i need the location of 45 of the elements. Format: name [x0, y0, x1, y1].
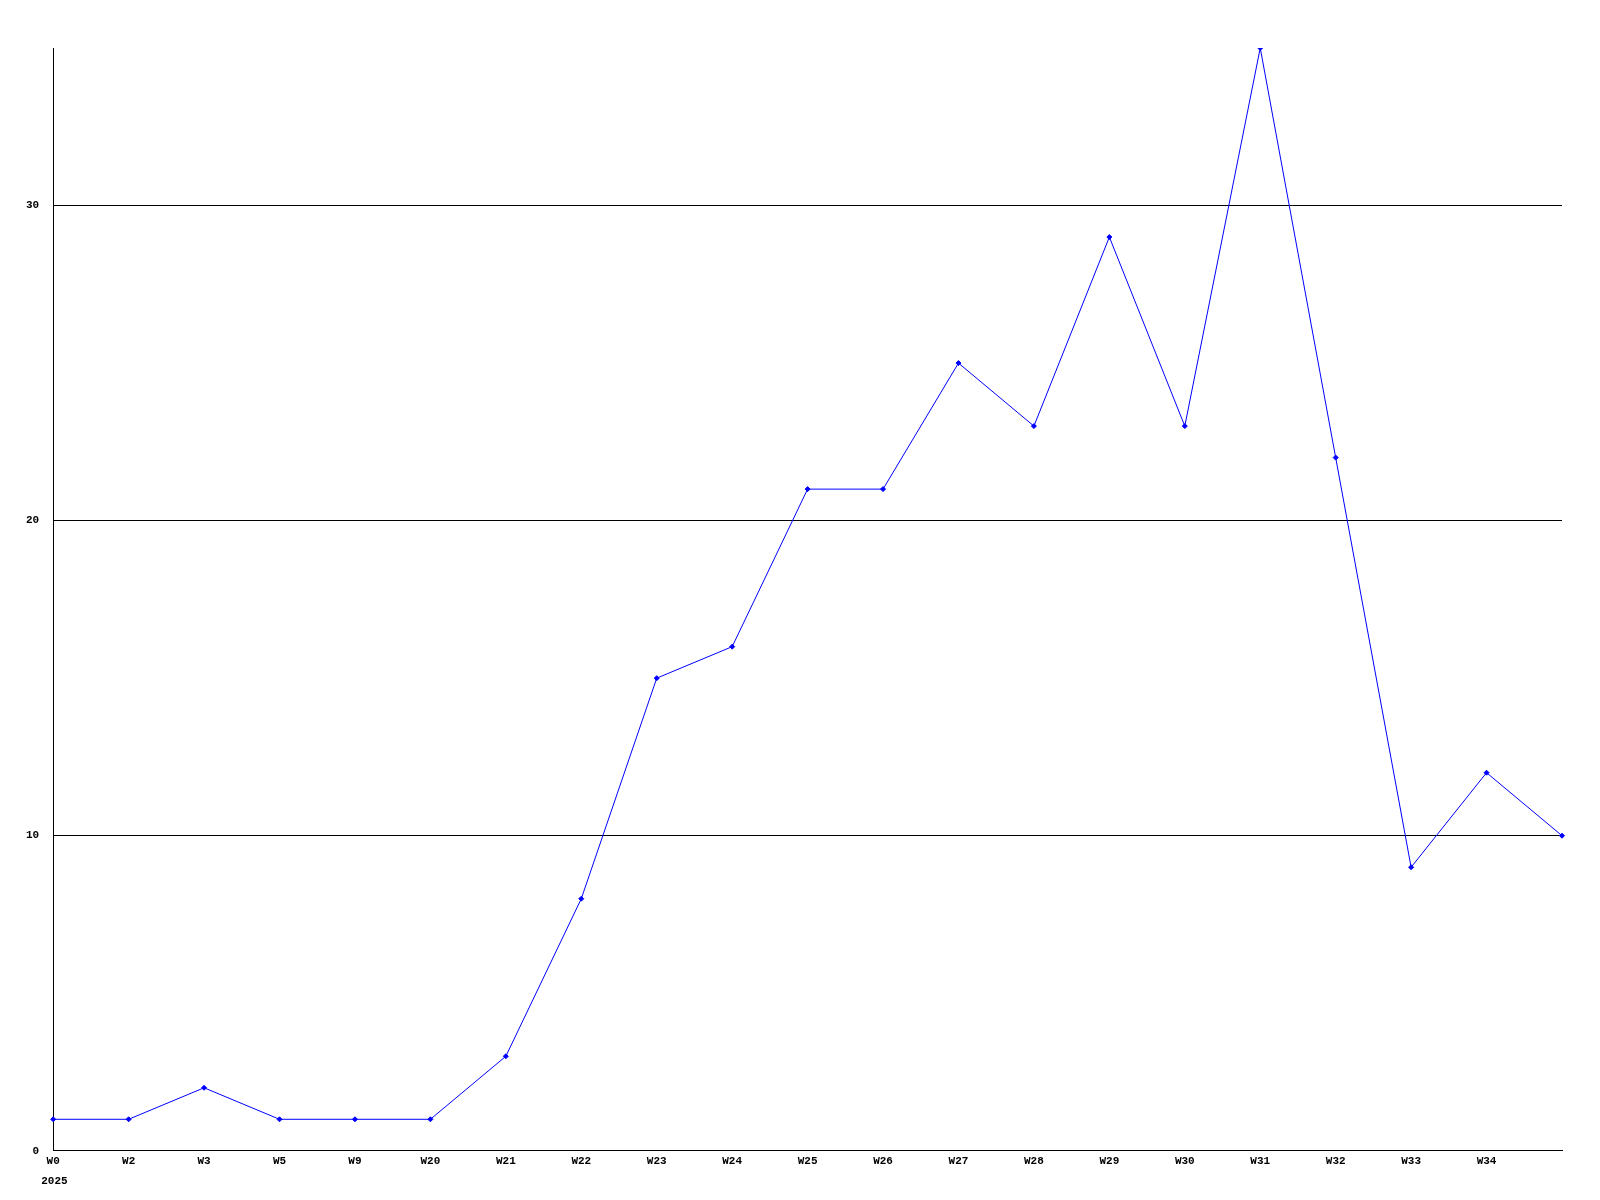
point: [1030, 423, 1037, 430]
x-tick-label: W27: [948, 1155, 969, 1168]
x-tick-label: W31: [1250, 1155, 1271, 1168]
x-tick-label: W26: [873, 1155, 893, 1168]
x-tick-label: W28: [1024, 1155, 1045, 1168]
x-tick-label: W2: [122, 1155, 136, 1168]
text: 2025: [41, 1175, 69, 1188]
x-tick-label: W34: [1476, 1155, 1497, 1168]
point: [1181, 423, 1188, 430]
point: [276, 1116, 283, 1123]
y-tick-label: 20: [26, 514, 40, 527]
point: [351, 1116, 358, 1123]
x-tick-label: W32: [1325, 1155, 1346, 1168]
point: [804, 486, 811, 493]
x-tick-label: W33: [1401, 1155, 1422, 1168]
point: [502, 1053, 509, 1060]
x-tick-label: W22: [571, 1155, 592, 1168]
x-tick-label: W25: [797, 1155, 818, 1168]
point: [578, 895, 585, 902]
x-tick-label: W0: [46, 1155, 60, 1168]
y-tick-label: 30: [26, 199, 40, 212]
point: [1408, 864, 1415, 871]
x-tick-label: W3: [197, 1155, 212, 1168]
x-tick-label: W20: [420, 1155, 441, 1168]
point: [880, 486, 887, 493]
y-tick-label: 10: [26, 829, 40, 842]
y-tick-label: 0: [32, 1144, 40, 1157]
point: [125, 1116, 132, 1123]
point: [653, 675, 660, 682]
point: [50, 1116, 57, 1123]
x-tick-label: W24: [722, 1155, 743, 1168]
point: [1559, 832, 1565, 839]
x-tick-label: W21: [495, 1155, 517, 1168]
point: [427, 1116, 434, 1123]
x-tick-label: W29: [1099, 1155, 1120, 1168]
point: [1332, 454, 1339, 461]
point: [201, 1084, 208, 1091]
point: [729, 643, 736, 650]
point: [955, 360, 962, 367]
point: [1483, 769, 1490, 776]
x-tick-label: W5: [272, 1155, 287, 1168]
x-tick-label: W23: [646, 1155, 668, 1168]
point: [1106, 234, 1113, 241]
x-tick-label: W9: [348, 1155, 362, 1168]
x-tick-label: W30: [1174, 1155, 1195, 1168]
